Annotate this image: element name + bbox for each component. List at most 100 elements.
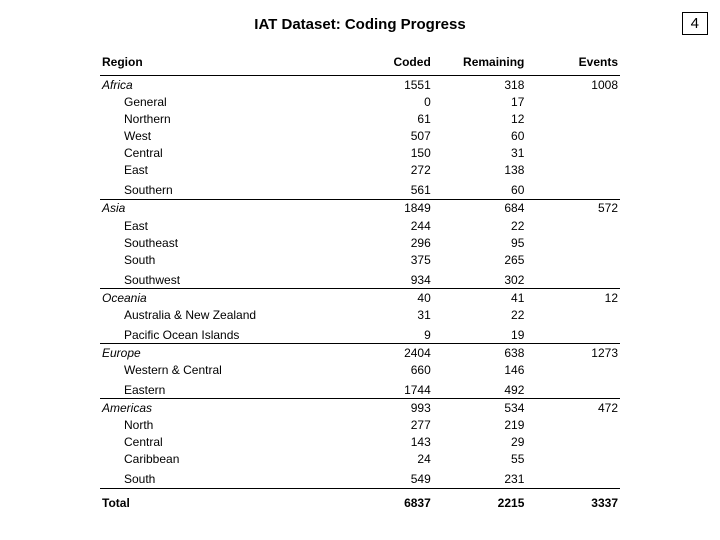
coded-value: 993	[339, 399, 433, 417]
region-name: Africa	[100, 76, 339, 94]
remaining-value: 22	[433, 217, 527, 234]
sub-row: South375265	[100, 251, 620, 268]
subregion-name: East	[100, 162, 339, 179]
remaining-value: 41	[433, 289, 527, 307]
events-value	[526, 324, 620, 344]
events-value	[526, 93, 620, 110]
group-row: Europe24046381273	[100, 344, 620, 362]
events-value	[526, 417, 620, 434]
coded-value: 1551	[339, 76, 433, 94]
subregion-name: General	[100, 93, 339, 110]
coded-value: 507	[339, 128, 433, 145]
col-coded: Coded	[339, 51, 433, 76]
group-row: Asia1849684572	[100, 199, 620, 217]
subregion-name: Central	[100, 434, 339, 451]
sub-row: South549231	[100, 468, 620, 488]
sub-row: Southwest934302	[100, 269, 620, 289]
events-value: 12	[526, 289, 620, 307]
coded-value: 1849	[339, 199, 433, 217]
remaining-value: 12	[433, 110, 527, 127]
remaining-value: 534	[433, 399, 527, 417]
group-row: Africa15513181008	[100, 76, 620, 94]
region-name: Oceania	[100, 289, 339, 307]
events-value: 572	[526, 199, 620, 217]
coded-value: 150	[339, 145, 433, 162]
subregion-name: Northern	[100, 110, 339, 127]
coded-value: 549	[339, 468, 433, 488]
subregion-name: Southwest	[100, 269, 339, 289]
events-value	[526, 434, 620, 451]
events-value	[526, 179, 620, 199]
events-value	[526, 306, 620, 323]
group-row: Americas993534472	[100, 399, 620, 417]
sub-row: Australia & New Zealand3122	[100, 306, 620, 323]
sub-row: West50760	[100, 128, 620, 145]
coded-value: 660	[339, 362, 433, 379]
remaining-value: 60	[433, 179, 527, 199]
sub-row: Northern6112	[100, 110, 620, 127]
sub-row: East24422	[100, 217, 620, 234]
coded-value: 244	[339, 217, 433, 234]
sub-row: Central15031	[100, 145, 620, 162]
subregion-name: Southeast	[100, 234, 339, 251]
subregion-name: Western & Central	[100, 362, 339, 379]
events-value	[526, 379, 620, 399]
remaining-value: 29	[433, 434, 527, 451]
total-events: 3337	[526, 488, 620, 511]
remaining-value: 60	[433, 128, 527, 145]
remaining-value: 146	[433, 362, 527, 379]
events-value	[526, 217, 620, 234]
coded-value: 0	[339, 93, 433, 110]
col-region: Region	[100, 51, 339, 76]
coded-value: 1744	[339, 379, 433, 399]
total-label: Total	[100, 488, 339, 511]
remaining-value: 318	[433, 76, 527, 94]
total-row: Total683722153337	[100, 488, 620, 511]
coded-value: 2404	[339, 344, 433, 362]
subregion-name: Central	[100, 145, 339, 162]
remaining-value: 95	[433, 234, 527, 251]
sub-row: Southern56160	[100, 179, 620, 199]
events-value	[526, 362, 620, 379]
total-remaining: 2215	[433, 488, 527, 511]
remaining-value: 17	[433, 93, 527, 110]
subregion-name: Eastern	[100, 379, 339, 399]
remaining-value: 302	[433, 269, 527, 289]
sub-row: Eastern1744492	[100, 379, 620, 399]
sub-row: East272138	[100, 162, 620, 179]
events-value	[526, 128, 620, 145]
subregion-name: North	[100, 417, 339, 434]
events-value	[526, 468, 620, 488]
coded-value: 9	[339, 324, 433, 344]
remaining-value: 638	[433, 344, 527, 362]
sub-row: General017	[100, 93, 620, 110]
events-value	[526, 145, 620, 162]
coded-value: 40	[339, 289, 433, 307]
region-name: Europe	[100, 344, 339, 362]
events-value: 1273	[526, 344, 620, 362]
remaining-value: 492	[433, 379, 527, 399]
sub-row: Western & Central660146	[100, 362, 620, 379]
subregion-name: East	[100, 217, 339, 234]
subregion-name: Caribbean	[100, 451, 339, 468]
coded-value: 272	[339, 162, 433, 179]
subregion-name: South	[100, 251, 339, 268]
events-value: 472	[526, 399, 620, 417]
remaining-value: 31	[433, 145, 527, 162]
coded-value: 143	[339, 434, 433, 451]
coded-value: 31	[339, 306, 433, 323]
subregion-name: South	[100, 468, 339, 488]
coded-value: 24	[339, 451, 433, 468]
subregion-name: Pacific Ocean Islands	[100, 324, 339, 344]
table-header-row: Region Coded Remaining Events	[100, 51, 620, 76]
remaining-value: 19	[433, 324, 527, 344]
total-coded: 6837	[339, 488, 433, 511]
remaining-value: 22	[433, 306, 527, 323]
subregion-name: West	[100, 128, 339, 145]
sub-row: Central14329	[100, 434, 620, 451]
coded-value: 375	[339, 251, 433, 268]
coded-value: 61	[339, 110, 433, 127]
page-title: IAT Dataset: Coding Progress	[0, 0, 720, 51]
col-events: Events	[526, 51, 620, 76]
remaining-value: 219	[433, 417, 527, 434]
